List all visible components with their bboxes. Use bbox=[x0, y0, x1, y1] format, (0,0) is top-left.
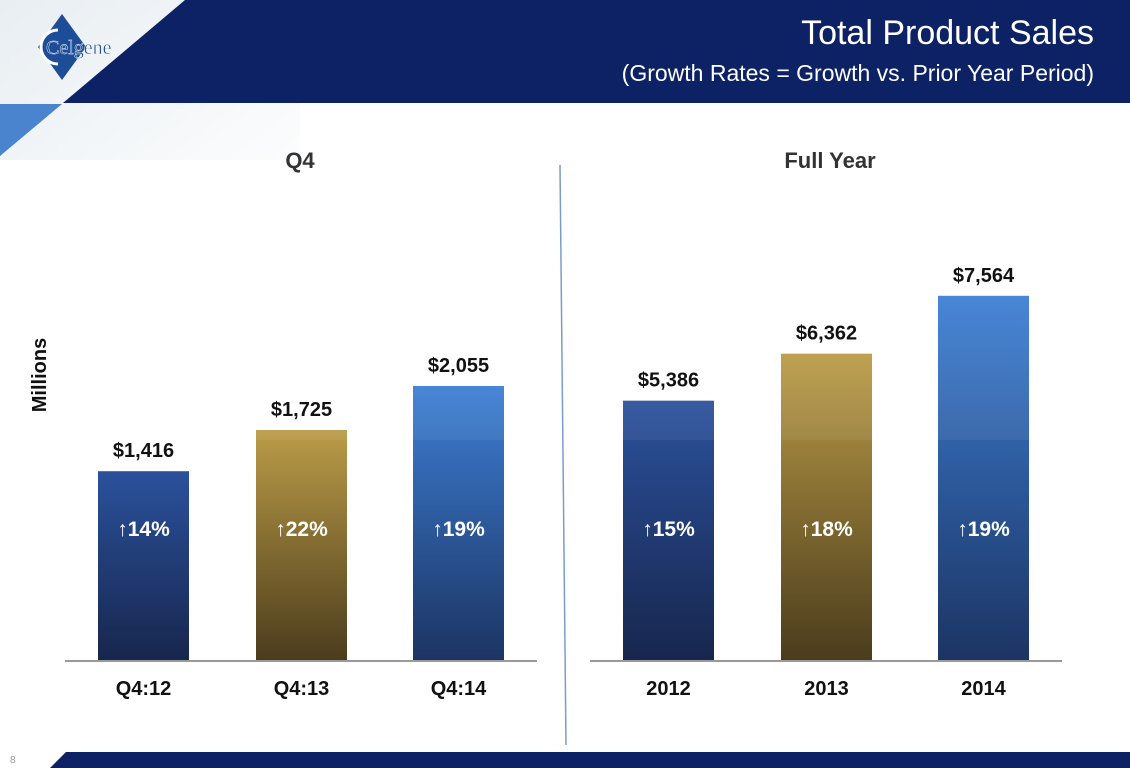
growth-label: ↑19% bbox=[957, 518, 1010, 541]
bar-highlight bbox=[256, 430, 347, 440]
bar bbox=[938, 295, 1029, 660]
panel-title: Full Year bbox=[784, 148, 876, 173]
category-label: Q4:13 bbox=[274, 678, 330, 700]
panel-title: Q4 bbox=[285, 148, 315, 173]
category-label: Q4:12 bbox=[116, 678, 172, 700]
bar bbox=[413, 386, 504, 660]
growth-label: ↑15% bbox=[642, 518, 695, 541]
page-number: 8 bbox=[10, 755, 16, 766]
page-title: Total Product Sales bbox=[801, 14, 1094, 52]
bar bbox=[98, 471, 189, 660]
growth-label: ↑14% bbox=[117, 518, 170, 541]
svg-text:Celgene: Celgene bbox=[46, 37, 112, 59]
footer-band bbox=[50, 752, 1130, 768]
growth-label: ↑18% bbox=[800, 518, 853, 541]
panel-divider bbox=[559, 164, 567, 746]
bar bbox=[623, 400, 714, 660]
category-label: 2012 bbox=[646, 678, 691, 700]
bar bbox=[256, 430, 347, 660]
data-label: $6,362 bbox=[796, 323, 857, 345]
y-axis-label: Millions bbox=[29, 338, 51, 412]
category-label: 2014 bbox=[961, 678, 1006, 700]
bar-highlight bbox=[781, 353, 872, 440]
celgene-logo: Celgene bbox=[38, 14, 112, 80]
growth-label: ↑19% bbox=[432, 518, 485, 541]
data-label: $1,416 bbox=[113, 440, 174, 462]
growth-label: ↑22% bbox=[275, 518, 328, 541]
bar-highlight bbox=[938, 295, 1029, 440]
category-label: Q4:14 bbox=[431, 678, 487, 700]
bar-highlight bbox=[623, 400, 714, 440]
page-subtitle: (Growth Rates = Growth vs. Prior Year Pe… bbox=[621, 60, 1094, 86]
data-label: $5,386 bbox=[638, 370, 699, 392]
header-banner bbox=[0, 0, 1130, 160]
data-label: $1,725 bbox=[271, 399, 332, 421]
bar-highlight bbox=[413, 386, 504, 440]
category-label: 2013 bbox=[804, 678, 849, 700]
data-label: $2,055 bbox=[428, 355, 489, 377]
data-label: $7,564 bbox=[953, 265, 1015, 287]
bar bbox=[781, 353, 872, 660]
